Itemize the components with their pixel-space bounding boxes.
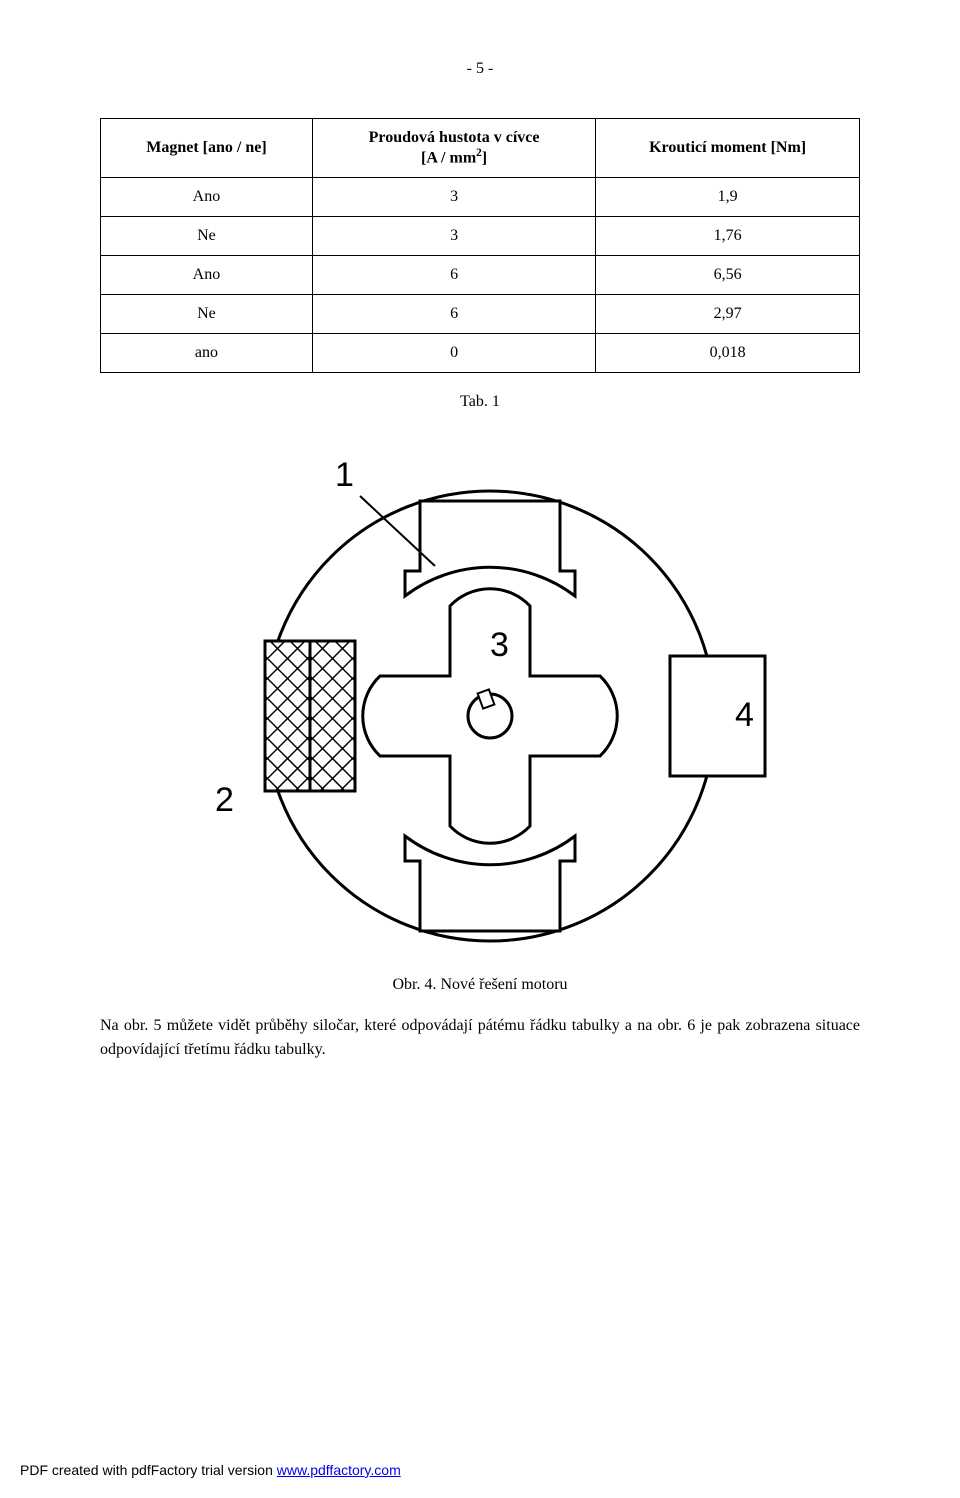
table-row: Ne 6 2,97 (101, 295, 860, 334)
table-header-cell: Krouticí moment [Nm] (596, 119, 860, 178)
figure-container: 1 2 3 4 (100, 441, 860, 966)
figure-label-3: 3 (490, 626, 509, 664)
figure-caption: Obr. 4. Nové řešení motoru (100, 976, 860, 994)
table-cell: 6,56 (596, 256, 860, 295)
table-cell: 6 (312, 295, 595, 334)
table-cell: 1,76 (596, 217, 860, 256)
figure-label-4: 4 (735, 696, 754, 734)
figure-label-1: 1 (335, 456, 354, 494)
table-row: Ano 3 1,9 (101, 178, 860, 217)
table-header-cell: Proudová hustota v cívce[A / mm2] (312, 119, 595, 178)
table-cell: 3 (312, 217, 595, 256)
table-cell: 1,9 (596, 178, 860, 217)
figure-label-2: 2 (215, 781, 234, 819)
table-header-row: Magnet [ano / ne] Proudová hustota v cív… (101, 119, 860, 178)
data-table: Magnet [ano / ne] Proudová hustota v cív… (100, 118, 860, 373)
table-row: Ne 3 1,76 (101, 217, 860, 256)
footer-prefix: PDF created with pdfFactory trial versio… (20, 1462, 277, 1478)
table-row: ano 0 0,018 (101, 334, 860, 373)
page-number: - 5 - (100, 60, 860, 78)
table-header-cell: Magnet [ano / ne] (101, 119, 313, 178)
table-cell: Ne (101, 217, 313, 256)
body-paragraph: Na obr. 5 můžete vidět průběhy siločar, … (100, 1014, 860, 1062)
page-content: - 5 - Magnet [ano / ne] Proudová hustota… (0, 0, 960, 1118)
table-cell: 6 (312, 256, 595, 295)
table-cell: 0,018 (596, 334, 860, 373)
motor-diagram: 1 2 3 4 (180, 441, 780, 961)
table-caption: Tab. 1 (100, 393, 860, 411)
table-row: Ano 6 6,56 (101, 256, 860, 295)
table-cell: ano (101, 334, 313, 373)
table-cell: Ano (101, 256, 313, 295)
table-cell: Ano (101, 178, 313, 217)
footer-link[interactable]: www.pdffactory.com (277, 1462, 401, 1478)
table-cell: Ne (101, 295, 313, 334)
table-cell: 0 (312, 334, 595, 373)
table-cell: 3 (312, 178, 595, 217)
table-cell: 2,97 (596, 295, 860, 334)
pdf-footer: PDF created with pdfFactory trial versio… (20, 1462, 401, 1478)
